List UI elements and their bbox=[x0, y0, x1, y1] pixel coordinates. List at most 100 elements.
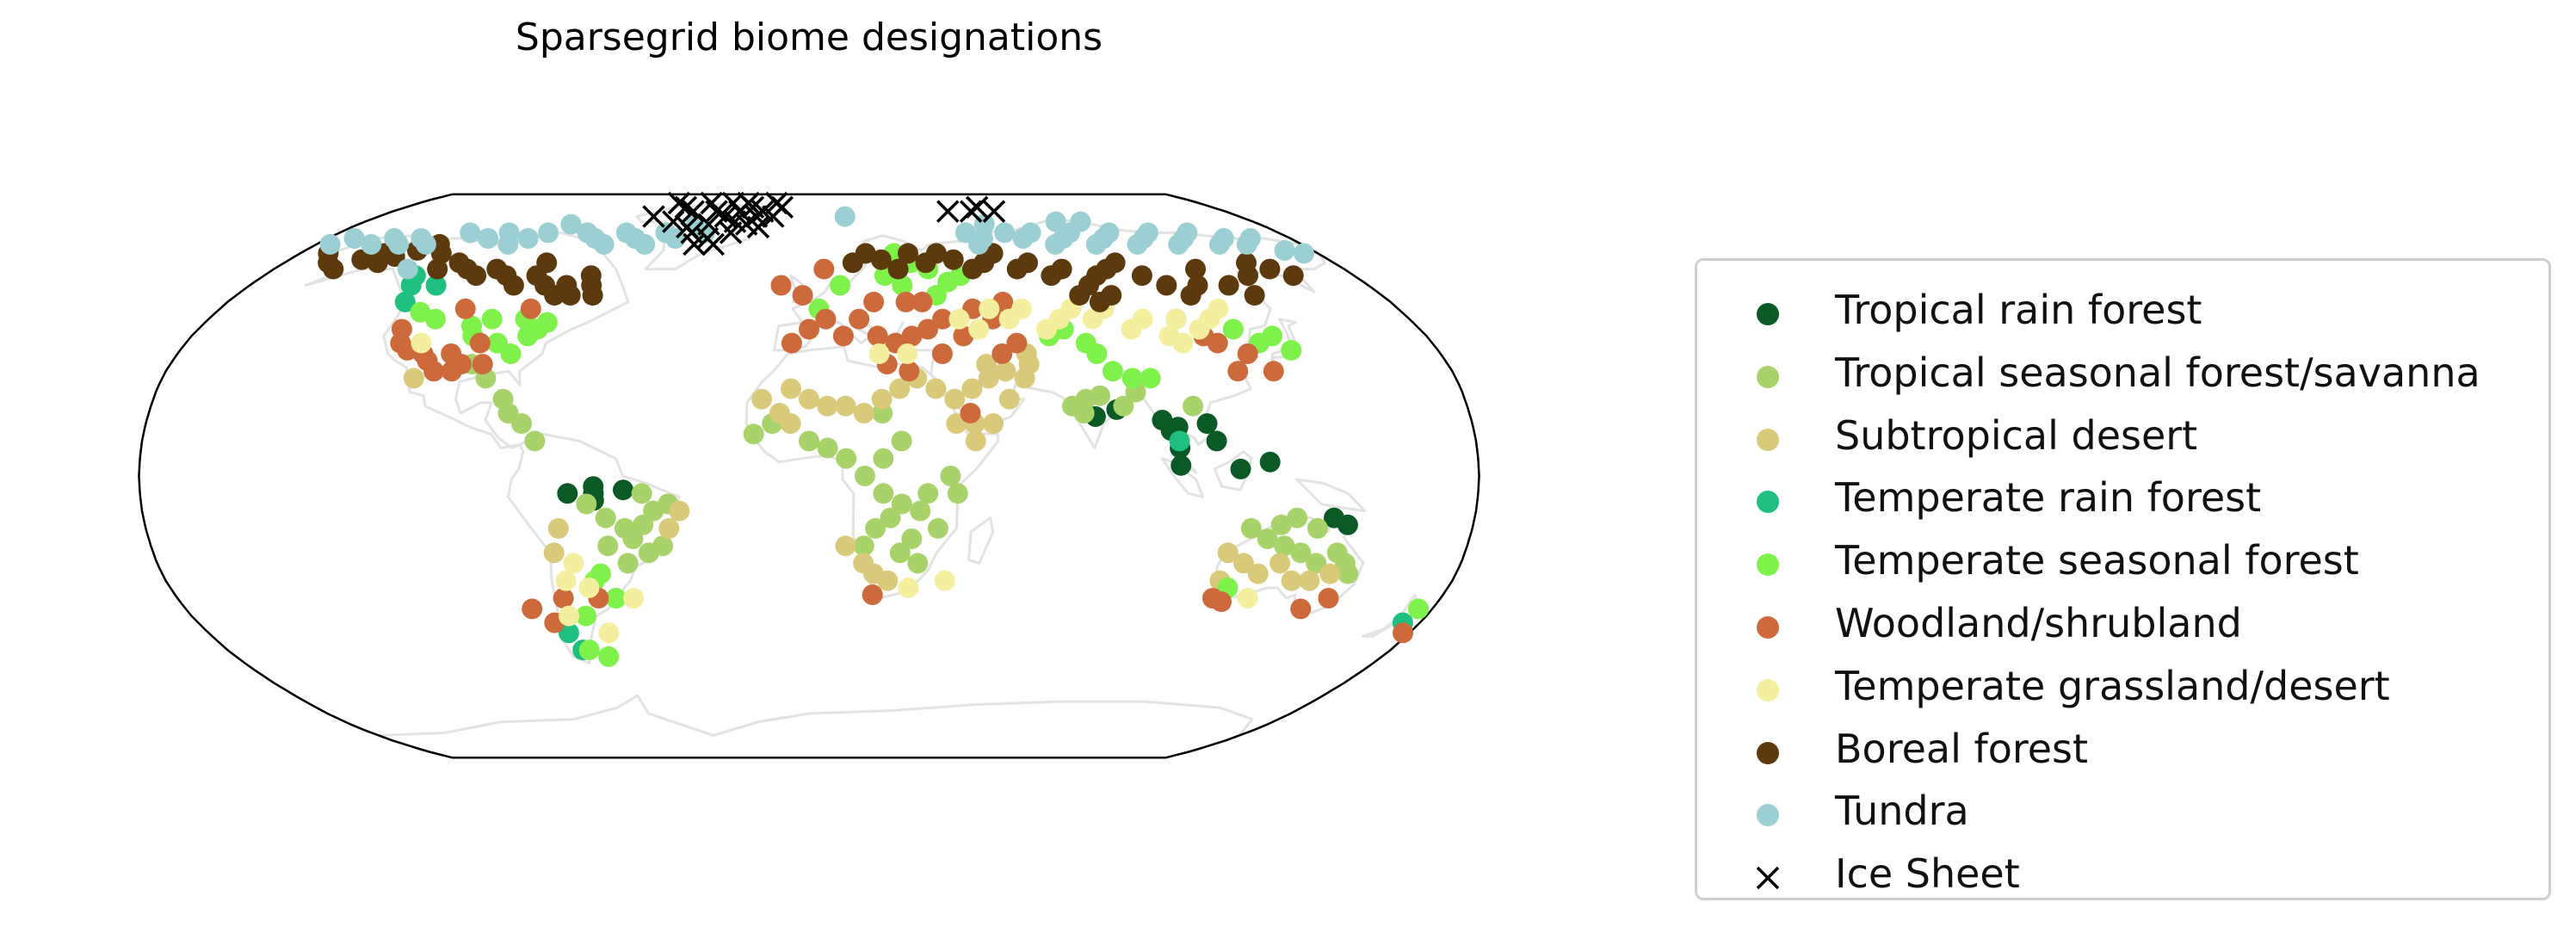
legend-item: Tropical rain forest bbox=[1697, 280, 2548, 340]
legend-item: Woodland/shrubland bbox=[1697, 593, 2548, 653]
point-boreal-forest bbox=[503, 275, 524, 296]
point-boreal-forest bbox=[1259, 258, 1281, 280]
point-tropical-seasonal-forest-savanna bbox=[638, 542, 659, 564]
point-tropical-seasonal-forest-savanna bbox=[799, 430, 819, 452]
point-tropical-seasonal-forest-savanna bbox=[907, 553, 929, 574]
point-boreal-forest bbox=[1236, 252, 1257, 274]
point-ice-sheet bbox=[936, 200, 960, 223]
point-subtropical-desert bbox=[835, 395, 856, 417]
point-temperate-seasonal-forest bbox=[598, 646, 620, 667]
point-subtropical-desert bbox=[403, 368, 424, 389]
point-boreal-forest bbox=[427, 258, 448, 280]
point-tundra bbox=[388, 233, 410, 255]
point-ice-sheet bbox=[701, 232, 725, 256]
point-temperate-rain-forest bbox=[394, 291, 416, 312]
circle-marker-icon bbox=[1757, 741, 1779, 764]
point-tundra bbox=[1239, 228, 1261, 249]
world-map bbox=[138, 191, 1480, 759]
legend-label: Tropical seasonal forest/savanna bbox=[1835, 349, 2480, 396]
point-subtropical-desert bbox=[965, 430, 986, 452]
point-temperate-grassland-desert bbox=[934, 570, 955, 591]
point-temperate-rain-forest bbox=[1169, 430, 1190, 452]
point-tropical-seasonal-forest-savanna bbox=[597, 535, 619, 557]
point-woodland-shrubland bbox=[932, 308, 954, 330]
point-ice-sheet bbox=[719, 221, 743, 244]
point-subtropical-desert bbox=[983, 413, 1004, 435]
point-temperate-grassland-desert bbox=[968, 318, 990, 340]
point-woodland-shrubland bbox=[862, 584, 883, 605]
point-tropical-seasonal-forest-savanna bbox=[1270, 514, 1292, 535]
point-woodland-shrubland bbox=[813, 258, 835, 280]
point-ice-sheet bbox=[721, 191, 745, 215]
point-woodland-shrubland bbox=[469, 332, 491, 354]
point-woodland-shrubland bbox=[815, 308, 837, 330]
coastline-new-guinea bbox=[1295, 478, 1367, 513]
map-title: Sparsegrid biome designations bbox=[515, 15, 1103, 59]
point-ice-sheet bbox=[765, 191, 788, 215]
point-tundra bbox=[1213, 228, 1234, 249]
point-tropical-seasonal-forest-savanna bbox=[891, 493, 912, 515]
point-woodland-shrubland bbox=[867, 325, 888, 347]
point-boreal-forest bbox=[1051, 258, 1072, 280]
point-temperate-seasonal-forest bbox=[892, 275, 913, 296]
point-tropical-seasonal-forest-savanna bbox=[1274, 535, 1295, 557]
point-tropical-rain-forest bbox=[1337, 514, 1358, 535]
point-temperate-seasonal-forest bbox=[1140, 368, 1161, 389]
point-tundra bbox=[415, 233, 436, 255]
point-boreal-forest bbox=[580, 265, 602, 287]
point-subtropical-desert bbox=[853, 403, 874, 423]
point-woodland-shrubland bbox=[781, 332, 802, 354]
point-tropical-seasonal-forest-savanna bbox=[940, 466, 961, 486]
legend-item: Boreal forest bbox=[1697, 719, 2548, 779]
point-boreal-forest bbox=[942, 249, 964, 270]
point-tropical-seasonal-forest-savanna bbox=[617, 553, 639, 574]
point-subtropical-desert bbox=[835, 535, 856, 557]
point-woodland-shrubland bbox=[991, 343, 1013, 364]
point-temperate-seasonal-forest bbox=[424, 308, 446, 330]
x-marker-icon bbox=[1756, 866, 1780, 890]
point-tropical-seasonal-forest-savanna bbox=[891, 430, 912, 452]
point-woodland-shrubland bbox=[1207, 332, 1228, 354]
point-temperate-grassland-desert bbox=[598, 622, 620, 644]
point-subtropical-desert bbox=[998, 388, 1020, 410]
point-woodland-shrubland bbox=[863, 291, 885, 312]
legend-item: Tundra bbox=[1697, 781, 2548, 841]
point-woodland-shrubland bbox=[1318, 588, 1339, 609]
point-woodland-shrubland bbox=[832, 325, 854, 347]
point-tropical-seasonal-forest-savanna bbox=[901, 528, 923, 549]
legend-label: Boreal forest bbox=[1835, 725, 2089, 772]
circle-marker-icon bbox=[1757, 616, 1779, 639]
point-tundra bbox=[973, 228, 993, 249]
point-boreal-forest bbox=[559, 285, 581, 306]
point-subtropical-desert bbox=[658, 517, 680, 539]
point-tundra bbox=[397, 258, 418, 280]
point-tropical-seasonal-forest-savanna bbox=[873, 448, 894, 469]
point-ice-sheet bbox=[662, 210, 685, 233]
point-woodland-shrubland bbox=[849, 308, 870, 330]
point-temperate-seasonal-forest bbox=[830, 275, 851, 296]
point-subtropical-desert bbox=[1319, 563, 1341, 584]
point-subtropical-desert bbox=[961, 378, 983, 399]
point-tropical-seasonal-forest-savanna bbox=[910, 500, 931, 522]
point-woodland-shrubland bbox=[1227, 361, 1249, 382]
point-temperate-rain-forest bbox=[425, 275, 447, 296]
point-subtropical-desert bbox=[669, 500, 690, 522]
biome-points bbox=[318, 191, 1429, 667]
point-tundra bbox=[994, 222, 1016, 244]
point-temperate-seasonal-forest bbox=[1121, 368, 1143, 389]
point-temperate-grassland-desert bbox=[555, 570, 577, 591]
point-tundra bbox=[634, 233, 656, 255]
point-tropical-seasonal-forest-savanna bbox=[836, 448, 857, 469]
point-tundra bbox=[319, 233, 341, 255]
point-tropical-rain-forest bbox=[613, 479, 633, 501]
point-temperate-grassland-desert bbox=[563, 553, 584, 574]
point-tropical-seasonal-forest-savanna bbox=[631, 483, 652, 504]
point-tropical-seasonal-forest-savanna bbox=[865, 517, 886, 539]
legend-item: Tropical seasonal forest/savanna bbox=[1697, 343, 2548, 403]
point-tundra bbox=[593, 233, 615, 255]
point-boreal-forest bbox=[1244, 285, 1265, 306]
point-temperate-grassland-desert bbox=[411, 332, 432, 354]
point-temperate-grassland-desert bbox=[948, 308, 970, 330]
point-woodland-shrubland bbox=[931, 343, 953, 364]
